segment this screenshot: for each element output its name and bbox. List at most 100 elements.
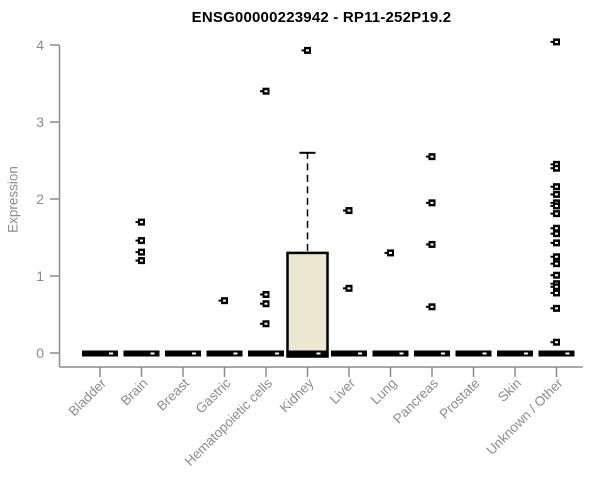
x-tick-label: Lung xyxy=(368,376,400,408)
outlier-point-center xyxy=(140,251,143,254)
outlier-point-center xyxy=(430,243,434,246)
x-tick-label: Prostate xyxy=(436,376,482,422)
outlier-point-center xyxy=(555,341,558,344)
outlier-point xyxy=(550,232,553,235)
zero-median-bar xyxy=(538,350,575,357)
outlier-point-center xyxy=(555,212,558,215)
outlier-point-center xyxy=(306,49,309,52)
y-tick-label: 3 xyxy=(36,114,44,130)
outlier-point-center xyxy=(555,262,558,265)
zero-point-center xyxy=(192,352,196,355)
outlier-point xyxy=(550,341,553,344)
zero-point-center xyxy=(565,352,570,355)
outlier-point xyxy=(550,204,553,207)
zero-median-bar xyxy=(372,350,409,357)
zero-point-center xyxy=(109,352,113,355)
outlier-point xyxy=(301,49,304,52)
outlier-point-center xyxy=(555,167,558,170)
outlier-point xyxy=(426,243,429,246)
outlier-point xyxy=(550,255,553,258)
y-tick-label: 0 xyxy=(36,345,44,361)
outlier-point-center xyxy=(555,163,558,166)
outlier-point-center xyxy=(555,227,558,230)
zero-point-center xyxy=(150,352,155,355)
outlier-point xyxy=(550,167,553,170)
outlier-point xyxy=(550,201,553,204)
outlier-point xyxy=(343,287,346,290)
outlier-point xyxy=(384,251,387,254)
outlier-point-center xyxy=(140,259,143,262)
outlier-point-center xyxy=(140,239,143,242)
outlier-point-center xyxy=(347,209,351,212)
outlier-point-center xyxy=(264,322,268,325)
outlier-point-center xyxy=(555,40,558,43)
zero-point-center xyxy=(316,352,321,355)
outlier-point-center xyxy=(555,241,558,244)
zero-median-bar xyxy=(248,350,284,357)
outlier-point xyxy=(550,193,553,196)
x-tick-label: Kidney xyxy=(277,375,317,415)
outlier-point xyxy=(426,155,429,158)
outlier-point xyxy=(550,274,553,277)
outlier-point xyxy=(550,40,553,43)
x-tick-label: Unknown / Other xyxy=(483,375,566,458)
box xyxy=(286,251,329,358)
outlier-point xyxy=(135,259,138,262)
zero-median-bar xyxy=(331,350,367,357)
outlier-point-center xyxy=(555,255,558,258)
outlier-point-center xyxy=(555,185,558,188)
x-tick-label: Gastric xyxy=(193,375,234,416)
zero-point-center xyxy=(441,352,445,355)
zero-median-bar xyxy=(206,350,243,357)
zero-median-bar xyxy=(82,350,118,357)
zero-median-bar xyxy=(414,350,450,357)
outlier-point xyxy=(426,201,429,204)
outlier-point xyxy=(426,305,429,308)
outlier-point xyxy=(550,163,553,166)
outlier-point-center xyxy=(555,204,558,207)
outlier-point-center xyxy=(430,305,434,308)
chart-title: ENSG00000223942 - RP11-252P19.2 xyxy=(191,9,452,26)
outlier-point-center xyxy=(555,291,558,294)
outlier-point-center xyxy=(264,302,268,305)
outlier-point xyxy=(218,299,221,302)
outlier-point xyxy=(550,285,553,288)
outlier-point-center xyxy=(264,90,268,93)
outlier-point xyxy=(260,302,263,305)
zero-median-bar xyxy=(165,350,201,357)
outlier-point-center xyxy=(347,287,351,290)
zero-median-bar xyxy=(123,350,160,357)
outlier-point xyxy=(135,251,138,254)
outlier-point xyxy=(550,212,553,215)
outlier-point-center xyxy=(430,155,434,158)
outlier-point xyxy=(135,221,138,224)
zero-point-center xyxy=(233,352,238,355)
outlier-point-center xyxy=(555,307,558,310)
outlier-point xyxy=(343,209,346,212)
outlier-point-center xyxy=(223,299,226,302)
outlier-point xyxy=(550,262,553,265)
outlier-point-center xyxy=(140,221,143,224)
outlier-point xyxy=(550,185,553,188)
outlier-point xyxy=(550,241,553,244)
outlier-point xyxy=(135,239,138,242)
outlier-point-center xyxy=(555,274,558,277)
zero-median-bar xyxy=(455,350,492,357)
x-tick-label: Brain xyxy=(118,376,151,409)
y-tick-label: 1 xyxy=(36,268,44,284)
outlier-point-center xyxy=(389,251,392,254)
zero-point-center xyxy=(524,352,528,355)
zero-median-bar xyxy=(287,350,328,357)
x-tick-label: Liver xyxy=(327,375,359,407)
outlier-point xyxy=(260,293,263,296)
outlier-point-center xyxy=(264,293,268,296)
outlier-point xyxy=(260,90,263,93)
outlier-point-center xyxy=(555,285,558,288)
outlier-point xyxy=(550,227,553,230)
outlier-point xyxy=(550,282,553,285)
x-tick-label: Skin xyxy=(495,376,524,405)
outlier-point xyxy=(260,322,263,325)
x-tick-label: Bladder xyxy=(66,375,110,419)
zero-point-center xyxy=(399,352,404,355)
zero-point-center xyxy=(358,352,362,355)
